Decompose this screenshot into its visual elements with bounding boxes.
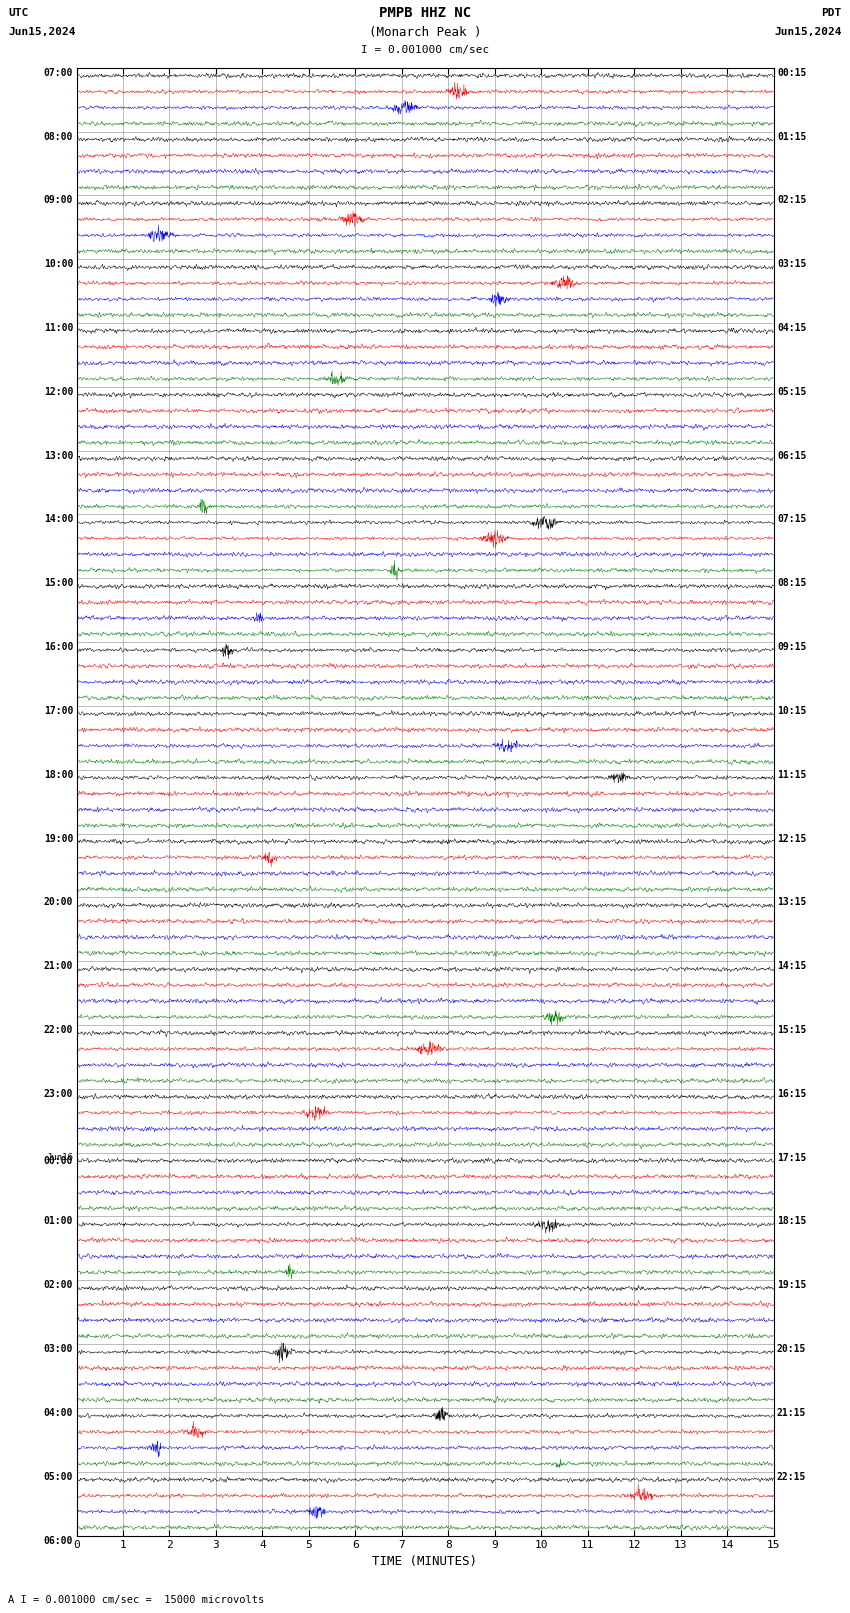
Text: 19:15: 19:15	[777, 1281, 807, 1290]
Text: I = 0.001000 cm/sec: I = 0.001000 cm/sec	[361, 45, 489, 55]
Text: Jun15,2024: Jun15,2024	[8, 27, 76, 37]
Text: 15:00: 15:00	[43, 579, 73, 589]
Text: 16:15: 16:15	[777, 1089, 807, 1098]
Text: 10:00: 10:00	[43, 260, 73, 269]
Text: 09:15: 09:15	[777, 642, 807, 652]
Text: PDT: PDT	[821, 8, 842, 18]
Text: 11:15: 11:15	[777, 769, 807, 779]
Text: 14:00: 14:00	[43, 515, 73, 524]
Text: 16:00: 16:00	[43, 642, 73, 652]
Text: 13:00: 13:00	[43, 450, 73, 461]
Text: 22:15: 22:15	[777, 1471, 807, 1482]
Text: 11:00: 11:00	[43, 323, 73, 332]
Text: 08:15: 08:15	[777, 579, 807, 589]
Text: UTC: UTC	[8, 8, 29, 18]
X-axis label: TIME (MINUTES): TIME (MINUTES)	[372, 1555, 478, 1568]
Text: 07:00: 07:00	[43, 68, 73, 77]
Text: 14:15: 14:15	[777, 961, 807, 971]
Text: 18:00: 18:00	[43, 769, 73, 779]
Text: Jun16: Jun16	[46, 1153, 73, 1161]
Text: 06:15: 06:15	[777, 450, 807, 461]
Text: 15:15: 15:15	[777, 1024, 807, 1036]
Text: 06:00: 06:00	[43, 1536, 73, 1545]
Text: 00:15: 00:15	[777, 68, 807, 77]
Text: 04:00: 04:00	[43, 1408, 73, 1418]
Text: A I = 0.001000 cm/sec =  15000 microvolts: A I = 0.001000 cm/sec = 15000 microvolts	[8, 1595, 264, 1605]
Text: 21:15: 21:15	[777, 1408, 807, 1418]
Text: 17:00: 17:00	[43, 706, 73, 716]
Text: 12:00: 12:00	[43, 387, 73, 397]
Text: 03:00: 03:00	[43, 1344, 73, 1355]
Text: 03:15: 03:15	[777, 260, 807, 269]
Text: 13:15: 13:15	[777, 897, 807, 908]
Text: 17:15: 17:15	[777, 1153, 807, 1163]
Text: 01:15: 01:15	[777, 132, 807, 142]
Text: 01:00: 01:00	[43, 1216, 73, 1226]
Text: 09:00: 09:00	[43, 195, 73, 205]
Text: 19:00: 19:00	[43, 834, 73, 844]
Text: 22:00: 22:00	[43, 1024, 73, 1036]
Text: 00:00: 00:00	[43, 1155, 73, 1166]
Text: 02:00: 02:00	[43, 1281, 73, 1290]
Text: 05:00: 05:00	[43, 1471, 73, 1482]
Text: 21:00: 21:00	[43, 961, 73, 971]
Text: PMPB HHZ NC: PMPB HHZ NC	[379, 6, 471, 21]
Text: Jun15,2024: Jun15,2024	[774, 27, 842, 37]
Text: 02:15: 02:15	[777, 195, 807, 205]
Text: 07:15: 07:15	[777, 515, 807, 524]
Text: 23:00: 23:00	[43, 1089, 73, 1098]
Text: 20:15: 20:15	[777, 1344, 807, 1355]
Text: 08:00: 08:00	[43, 132, 73, 142]
Text: 18:15: 18:15	[777, 1216, 807, 1226]
Text: (Monarch Peak ): (Monarch Peak )	[369, 26, 481, 39]
Text: 12:15: 12:15	[777, 834, 807, 844]
Text: 10:15: 10:15	[777, 706, 807, 716]
Text: 04:15: 04:15	[777, 323, 807, 332]
Text: 20:00: 20:00	[43, 897, 73, 908]
Text: 05:15: 05:15	[777, 387, 807, 397]
